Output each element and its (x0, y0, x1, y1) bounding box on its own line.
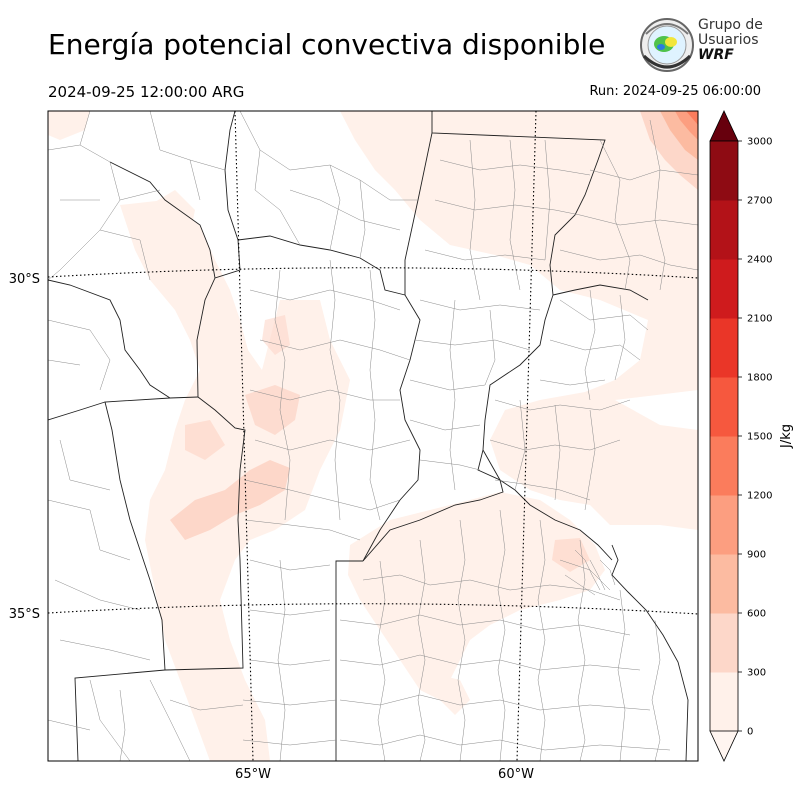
department-boundaries (48, 111, 698, 761)
colorbar-extend-max-arrow (709, 110, 739, 142)
logo-line1: Grupo de (698, 17, 763, 33)
cape-fill-layer (48, 111, 698, 761)
colorbar-tick-label: 2700 (747, 196, 772, 207)
colorbar-segment (710, 141, 738, 201)
colorbar-tick-label: 600 (747, 609, 766, 620)
colorbar-tick-label: 2400 (747, 255, 772, 266)
colorbar-segment (710, 200, 738, 260)
logo-line3: WRF (698, 47, 734, 63)
colorbar-segment (710, 318, 738, 378)
colorbar-segment (710, 613, 738, 673)
colorbar-segment (710, 436, 738, 496)
coastline (611, 540, 698, 761)
colorbar-extend-min-arrow (709, 730, 739, 762)
map-title: Energía potencial convectiva disponible (48, 28, 606, 61)
colorbar-tick-label: 1200 (747, 491, 772, 502)
logo-emblem-icon (640, 18, 694, 72)
colorbar-tick-label: 3000 (747, 137, 772, 148)
map-frame (47, 110, 699, 762)
graticule (48, 111, 698, 761)
wrf-logo: Grupo de Usuarios WRF (638, 16, 768, 76)
colorbar-tick-label: 1500 (747, 432, 772, 443)
colorbar-segment (710, 495, 738, 555)
colorbar-segment (710, 377, 738, 437)
lon-label-60w: 60°W (498, 767, 534, 782)
colorbar-segment (710, 672, 738, 732)
lat-label-35s: 35°S (9, 607, 40, 622)
colorbar-tick-label: 0 (747, 727, 753, 738)
colorbar: 0 300 600 900 1200 1500 1800 2100 2400 2700 3000 J… (709, 110, 794, 762)
colorbar-unit: J/kg (779, 424, 794, 449)
colorbar-tick-label: 300 (747, 668, 766, 679)
colorbar-tick-label: 2100 (747, 314, 772, 325)
logo-text: Grupo de Usuarios WRF (698, 18, 763, 63)
colorbar-tick-label: 1800 (747, 373, 772, 384)
colorbar-segment (710, 259, 738, 319)
lon-label-65w: 65°W (235, 767, 271, 782)
logo-line2: Usuarios (698, 32, 759, 48)
run-time: Run: 2024-09-25 06:00:00 (589, 84, 761, 99)
valid-time: 2024-09-25 12:00:00 ARG (48, 83, 245, 101)
lat-label-30s: 30°S (9, 272, 40, 287)
colorbar-tick-label: 900 (747, 550, 766, 561)
province-boundaries (48, 111, 649, 761)
colorbar-segment (710, 554, 738, 614)
